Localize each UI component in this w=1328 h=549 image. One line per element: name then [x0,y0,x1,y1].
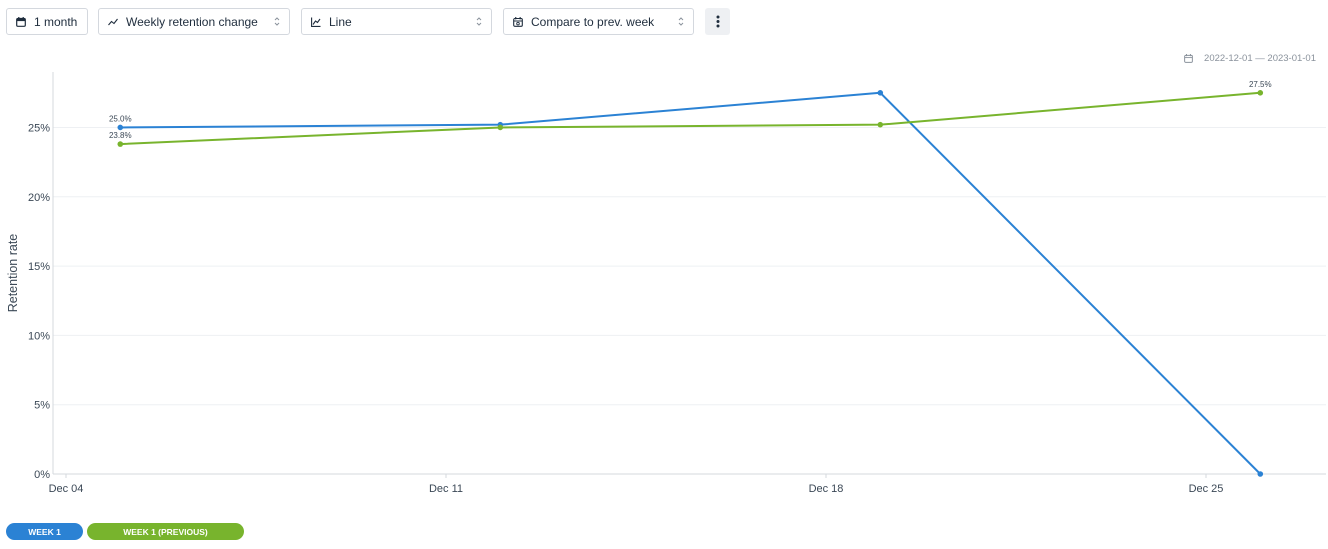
chevron-up-down-icon [476,17,482,26]
x-tick-label: Dec 04 [49,483,84,495]
chart-legend: WEEK 1 WEEK 1 (PREVIOUS) [6,523,244,540]
period-label: 1 month [34,14,78,29]
series-line [120,91,1261,475]
series-line [120,91,1261,146]
data-point [117,141,124,147]
date-range-label: 2022-12-01 — 2023-01-01 [1204,53,1316,64]
x-tick-label: Dec 11 [429,483,463,495]
calendar-icon [1184,54,1193,63]
y-tick-label: 25% [28,122,50,134]
compare-label: Compare to prev. week [531,14,655,29]
data-point [1257,89,1264,96]
data-point [877,121,884,128]
x-tick-label: Dec 18 [809,483,844,495]
metric-selector[interactable]: Weekly retention change [98,8,290,35]
line-chart-icon [311,17,321,27]
chart-type-label: Line [329,14,352,29]
data-label: 25.0% [109,114,132,123]
legend-item-week-1[interactable]: WEEK 1 [6,523,83,540]
chart-type-selector[interactable]: Line [301,8,492,35]
more-vertical-icon [716,15,719,28]
legend-label: WEEK 1 [28,526,61,537]
data-point [877,89,884,96]
chevron-up-down-icon [274,17,280,26]
data-label: 23.8% [109,131,132,140]
period-selector[interactable]: 1 month [6,8,88,35]
calendar-icon [16,16,26,27]
x-tick-label: Dec 25 [1189,483,1224,495]
metric-label: Weekly retention change [126,14,258,29]
data-point [497,124,504,131]
y-tick-label: 10% [28,330,50,342]
chevron-up-down-icon [678,17,684,26]
y-tick-label: 5% [34,400,50,412]
more-options-button[interactable] [705,8,730,35]
trend-icon [108,18,118,25]
y-tick-label: 0% [34,469,50,481]
data-label: 27.5% [1249,80,1272,89]
legend-label: WEEK 1 (PREVIOUS) [123,526,208,537]
date-range: 2022-12-01 — 2023-01-01 [1184,53,1316,64]
compare-selector[interactable]: Compare to prev. week [503,8,694,35]
y-axis-label: Retention rate [6,234,20,313]
legend-item-week-1-previous[interactable]: WEEK 1 (PREVIOUS) [87,523,244,540]
y-tick-label: 20% [28,192,50,204]
y-tick-label: 15% [28,261,50,273]
data-point [117,124,124,131]
data-point [1257,471,1264,477]
calendar-compare-icon [513,16,523,27]
